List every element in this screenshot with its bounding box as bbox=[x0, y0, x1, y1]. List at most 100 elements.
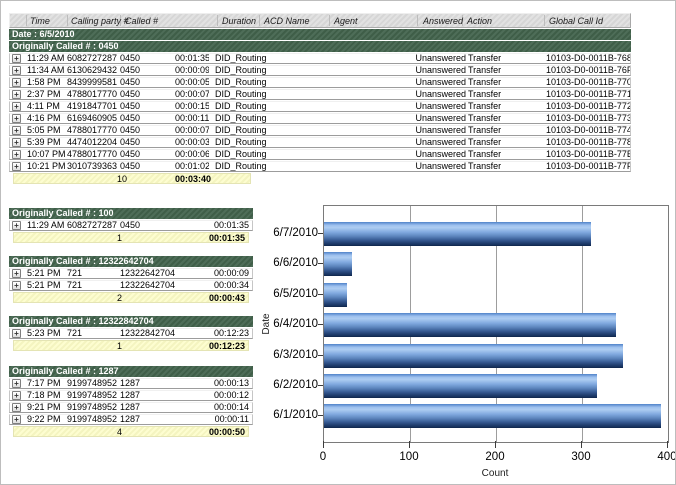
expand-button[interactable]: + bbox=[12, 78, 21, 87]
table-rows: +11:29 AM 6082727287 0450 00:01:35 DID_Routi… bbox=[9, 53, 631, 172]
called-cell: 1287 bbox=[120, 415, 141, 424]
chart-bar bbox=[324, 283, 347, 307]
expand-button[interactable]: + bbox=[12, 114, 21, 123]
acd-name-cell: DID_Routing bbox=[215, 102, 267, 111]
duration-cell: 00:00:11 bbox=[175, 114, 209, 123]
expand-button[interactable]: + bbox=[12, 162, 21, 171]
answered-cell: Unanswered bbox=[415, 54, 466, 63]
called-cell: 12322642704 bbox=[120, 269, 176, 278]
expand-cell: + bbox=[10, 126, 26, 135]
duration-cell: 00:00:06 bbox=[175, 150, 209, 159]
expand-button[interactable]: + bbox=[12, 150, 21, 159]
expand-button[interactable]: + bbox=[12, 54, 21, 63]
group-section: Originally Called # : 1287 +7:17 PM 919974… bbox=[9, 366, 253, 437]
called-cell: 0450 bbox=[120, 78, 141, 87]
expand-button[interactable]: + bbox=[12, 102, 21, 111]
time-cell: 5:21 PM bbox=[27, 281, 61, 290]
duration-cell: 00:00:03 bbox=[175, 138, 209, 147]
agent-cell bbox=[269, 162, 329, 171]
acd-name-cell: DID_Routing bbox=[215, 138, 267, 147]
group-header-band: Originally Called # : 100 bbox=[9, 208, 253, 219]
called-cell: 1287 bbox=[120, 379, 141, 388]
expand-button[interactable]: + bbox=[12, 221, 21, 230]
expand-button[interactable]: + bbox=[12, 329, 21, 338]
column-separator bbox=[26, 15, 27, 26]
expand-button[interactable]: + bbox=[12, 90, 21, 99]
y-axis-tick bbox=[318, 324, 323, 325]
expand-cell: + bbox=[10, 403, 26, 412]
agent-cell bbox=[269, 102, 329, 111]
summary-count: 4 bbox=[117, 427, 123, 437]
group-summary: 1 00:01:35 bbox=[13, 232, 249, 243]
duration-cell: 00:00:34 bbox=[213, 281, 249, 290]
agent-cell bbox=[269, 150, 329, 159]
expand-button[interactable]: + bbox=[12, 415, 21, 424]
expand-button[interactable]: + bbox=[12, 379, 21, 388]
answered-cell: Unanswered bbox=[415, 126, 466, 135]
time-cell: 11:29 AM bbox=[27, 221, 65, 230]
action-cell: Transfer bbox=[468, 138, 502, 147]
calls-by-date-chart: Date 0 100 200 300 400 6/7/2010 6/6/2010 6/5/20… bbox=[256, 201, 675, 484]
x-axis-tick bbox=[409, 441, 410, 448]
action-cell: Transfer bbox=[468, 90, 502, 99]
column-separator bbox=[462, 15, 463, 26]
expand-button[interactable]: + bbox=[12, 269, 21, 278]
plus-icon: + bbox=[14, 90, 19, 99]
col-header-action: Action bbox=[467, 16, 493, 26]
action-cell: Transfer bbox=[468, 66, 502, 75]
global-call-id-cell: 10103-D0-0011B-771 bbox=[546, 90, 630, 99]
time-cell: 7:17 PM bbox=[27, 379, 61, 388]
group-header-band: Originally Called # : 12322842704 bbox=[9, 316, 253, 327]
plus-icon: + bbox=[14, 114, 19, 123]
action-cell: Transfer bbox=[468, 102, 502, 111]
plus-icon: + bbox=[14, 138, 19, 147]
call-row: +9:21 PM 9199748952 1287 00:00:14 bbox=[9, 402, 253, 413]
global-call-id-cell: 10103-D0-0011B-773 bbox=[546, 114, 630, 123]
y-axis-tick bbox=[318, 385, 323, 386]
group-section: Originally Called # : 12322642704 +5:21 P… bbox=[9, 256, 253, 303]
expand-button[interactable]: + bbox=[12, 281, 21, 290]
plus-icon: + bbox=[14, 162, 19, 171]
expand-button[interactable]: + bbox=[12, 126, 21, 135]
calling-party-cell: 721 bbox=[67, 281, 83, 290]
answered-cell: Unanswered bbox=[415, 162, 466, 171]
called-cell: 0450 bbox=[120, 126, 141, 135]
date-group-band: Date : 6/5/2010 bbox=[9, 29, 631, 40]
acd-name-cell: DID_Routing bbox=[215, 126, 267, 135]
expand-button[interactable]: + bbox=[12, 66, 21, 75]
call-row: +5:23 PM 721 12322842704 00:12:23 bbox=[9, 328, 253, 339]
global-call-id-cell: 10103-D0-0011B-76F bbox=[546, 66, 630, 75]
plus-icon: + bbox=[14, 78, 19, 87]
action-cell: Transfer bbox=[468, 114, 502, 123]
called-cell: 0450 bbox=[120, 114, 141, 123]
time-cell: 7:18 PM bbox=[27, 391, 61, 400]
acd-name-cell: DID_Routing bbox=[215, 114, 267, 123]
expand-cell: + bbox=[10, 138, 26, 147]
agent-cell bbox=[269, 54, 329, 63]
summary-total: 00:01:35 bbox=[208, 233, 245, 243]
calling-party-cell: 721 bbox=[67, 269, 83, 278]
calling-party-cell: 4191847701 bbox=[67, 102, 118, 111]
expand-cell: + bbox=[10, 379, 26, 388]
agent-cell bbox=[269, 78, 329, 87]
expand-button[interactable]: + bbox=[12, 138, 21, 147]
called-cell: 0450 bbox=[120, 162, 141, 171]
chart-bar bbox=[324, 252, 352, 276]
table-header-row: Time Calling party # Called # Duration A… bbox=[9, 13, 631, 28]
plus-icon: + bbox=[14, 102, 19, 111]
expand-button[interactable]: + bbox=[12, 391, 21, 400]
expand-button[interactable]: + bbox=[12, 403, 21, 412]
summary-count: 10 bbox=[117, 174, 128, 184]
group-header-band: Originally Called # : 0450 bbox=[9, 41, 631, 52]
y-axis-tick bbox=[318, 355, 323, 356]
x-axis-tick bbox=[667, 441, 668, 448]
called-cell: 1287 bbox=[120, 391, 141, 400]
plus-icon: + bbox=[14, 379, 19, 388]
call-row: +5:21 PM 721 12322642704 00:00:09 bbox=[9, 268, 253, 279]
col-header-global-call-id: Global Call Id bbox=[549, 16, 604, 26]
answered-cell: Unanswered bbox=[415, 150, 466, 159]
column-separator bbox=[259, 15, 260, 26]
plus-icon: + bbox=[14, 221, 19, 230]
column-separator bbox=[329, 15, 330, 26]
plus-icon: + bbox=[14, 329, 19, 338]
